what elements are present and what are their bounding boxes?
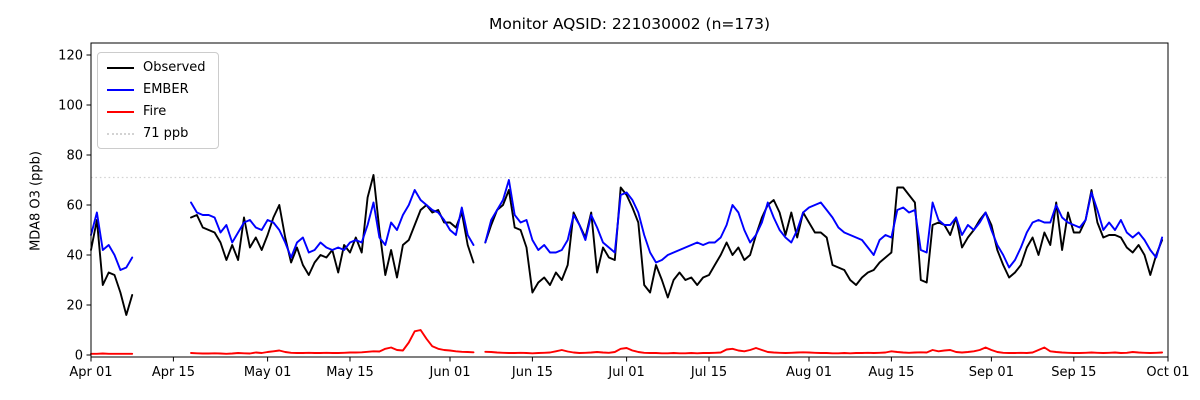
- y-tick-label: 80: [66, 149, 83, 164]
- legend-label-ember: EMBER: [143, 82, 189, 97]
- legend-item-threshold: 71 ppb: [107, 126, 206, 141]
- y-tick-label: 0: [75, 349, 83, 364]
- legend-item-ember: EMBER: [107, 82, 206, 97]
- x-tick-label: Jun 01: [429, 365, 471, 380]
- series-line-ember: [90, 179, 1164, 271]
- legend-swatch-observed: [107, 66, 134, 69]
- legend: Observed EMBER Fire 71 ppb: [97, 52, 219, 149]
- x-tick-label: Jun 15: [511, 365, 553, 380]
- x-tick-label: Apr 01: [69, 365, 112, 380]
- x-tick-label: Oct 01: [1146, 365, 1189, 380]
- x-tick-label: Sep 01: [969, 365, 1014, 380]
- y-tick-label: 40: [66, 249, 83, 264]
- y-tick-label: 100: [58, 99, 83, 114]
- legend-swatch-ember: [107, 88, 134, 91]
- y-tick-label: 120: [58, 49, 83, 64]
- chart-title: Monitor AQSID: 221030002 (n=173): [488, 15, 771, 33]
- x-tick-label: Aug 01: [786, 365, 832, 380]
- x-tick-label: May 01: [244, 365, 292, 380]
- series-line-observed: [90, 174, 1164, 316]
- legend-item-fire: Fire: [107, 104, 206, 119]
- y-tick-label: 60: [66, 199, 83, 214]
- y-tick-label: 20: [66, 299, 83, 314]
- legend-item-observed: Observed: [107, 60, 206, 75]
- legend-label-observed: Observed: [143, 60, 206, 75]
- legend-label-fire: Fire: [143, 104, 167, 119]
- plot-frame: [90, 42, 1169, 358]
- x-tick-label: Jul 15: [690, 365, 727, 380]
- series-line-fire: [90, 329, 1164, 355]
- x-tick-label: Jul 01: [607, 365, 644, 380]
- x-tick-label: May 15: [326, 365, 374, 380]
- x-tick-label: Aug 15: [868, 365, 914, 380]
- x-tick-label: Sep 15: [1051, 365, 1096, 380]
- legend-swatch-fire: [107, 110, 134, 113]
- legend-swatch-threshold: [107, 132, 134, 135]
- x-tick-label: Apr 15: [152, 365, 195, 380]
- legend-label-threshold: 71 ppb: [143, 126, 189, 141]
